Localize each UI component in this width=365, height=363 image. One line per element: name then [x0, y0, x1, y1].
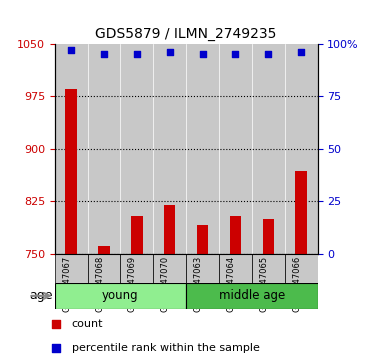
Bar: [219, 254, 252, 283]
Bar: [131, 216, 143, 254]
Point: [233, 51, 238, 57]
Bar: [55, 254, 88, 283]
Bar: [262, 219, 274, 254]
Text: GSM1847070: GSM1847070: [161, 256, 170, 312]
Bar: [219, 44, 252, 254]
Bar: [164, 205, 176, 254]
Point: [200, 51, 205, 57]
Bar: [55, 44, 88, 254]
Bar: [230, 216, 241, 254]
Text: GSM1847069: GSM1847069: [128, 256, 137, 312]
Bar: [88, 44, 120, 254]
Bar: [186, 254, 219, 283]
Point: [167, 49, 173, 55]
Point: [298, 49, 304, 55]
Text: GSM1847064: GSM1847064: [226, 256, 235, 312]
Text: count: count: [72, 319, 103, 329]
Bar: [120, 254, 153, 283]
Bar: [88, 254, 120, 283]
Bar: [285, 44, 318, 254]
Text: GSM1847067: GSM1847067: [62, 256, 71, 312]
Point: [101, 51, 107, 57]
Bar: [55, 283, 186, 309]
Text: percentile rank within the sample: percentile rank within the sample: [72, 343, 260, 352]
Text: GSM1847065: GSM1847065: [259, 256, 268, 312]
Bar: [252, 44, 285, 254]
Bar: [153, 44, 186, 254]
Bar: [153, 254, 186, 283]
Text: young: young: [102, 289, 139, 302]
Point: [53, 345, 59, 351]
Text: age: age: [30, 289, 53, 302]
Point: [68, 47, 74, 53]
Text: GSM1847068: GSM1847068: [95, 256, 104, 312]
Point: [265, 51, 271, 57]
Bar: [295, 171, 307, 254]
Point: [53, 321, 59, 327]
Bar: [65, 89, 77, 254]
Bar: [252, 254, 285, 283]
Text: middle age: middle age: [219, 289, 285, 302]
Point: [134, 51, 140, 57]
Bar: [186, 44, 219, 254]
Text: GSM1847066: GSM1847066: [292, 256, 301, 312]
Bar: [120, 44, 153, 254]
Bar: [98, 246, 110, 254]
Title: GDS5879 / ILMN_2749235: GDS5879 / ILMN_2749235: [96, 27, 277, 41]
Text: GSM1847063: GSM1847063: [193, 256, 203, 312]
Bar: [197, 225, 208, 254]
Bar: [285, 254, 318, 283]
Bar: [186, 283, 318, 309]
